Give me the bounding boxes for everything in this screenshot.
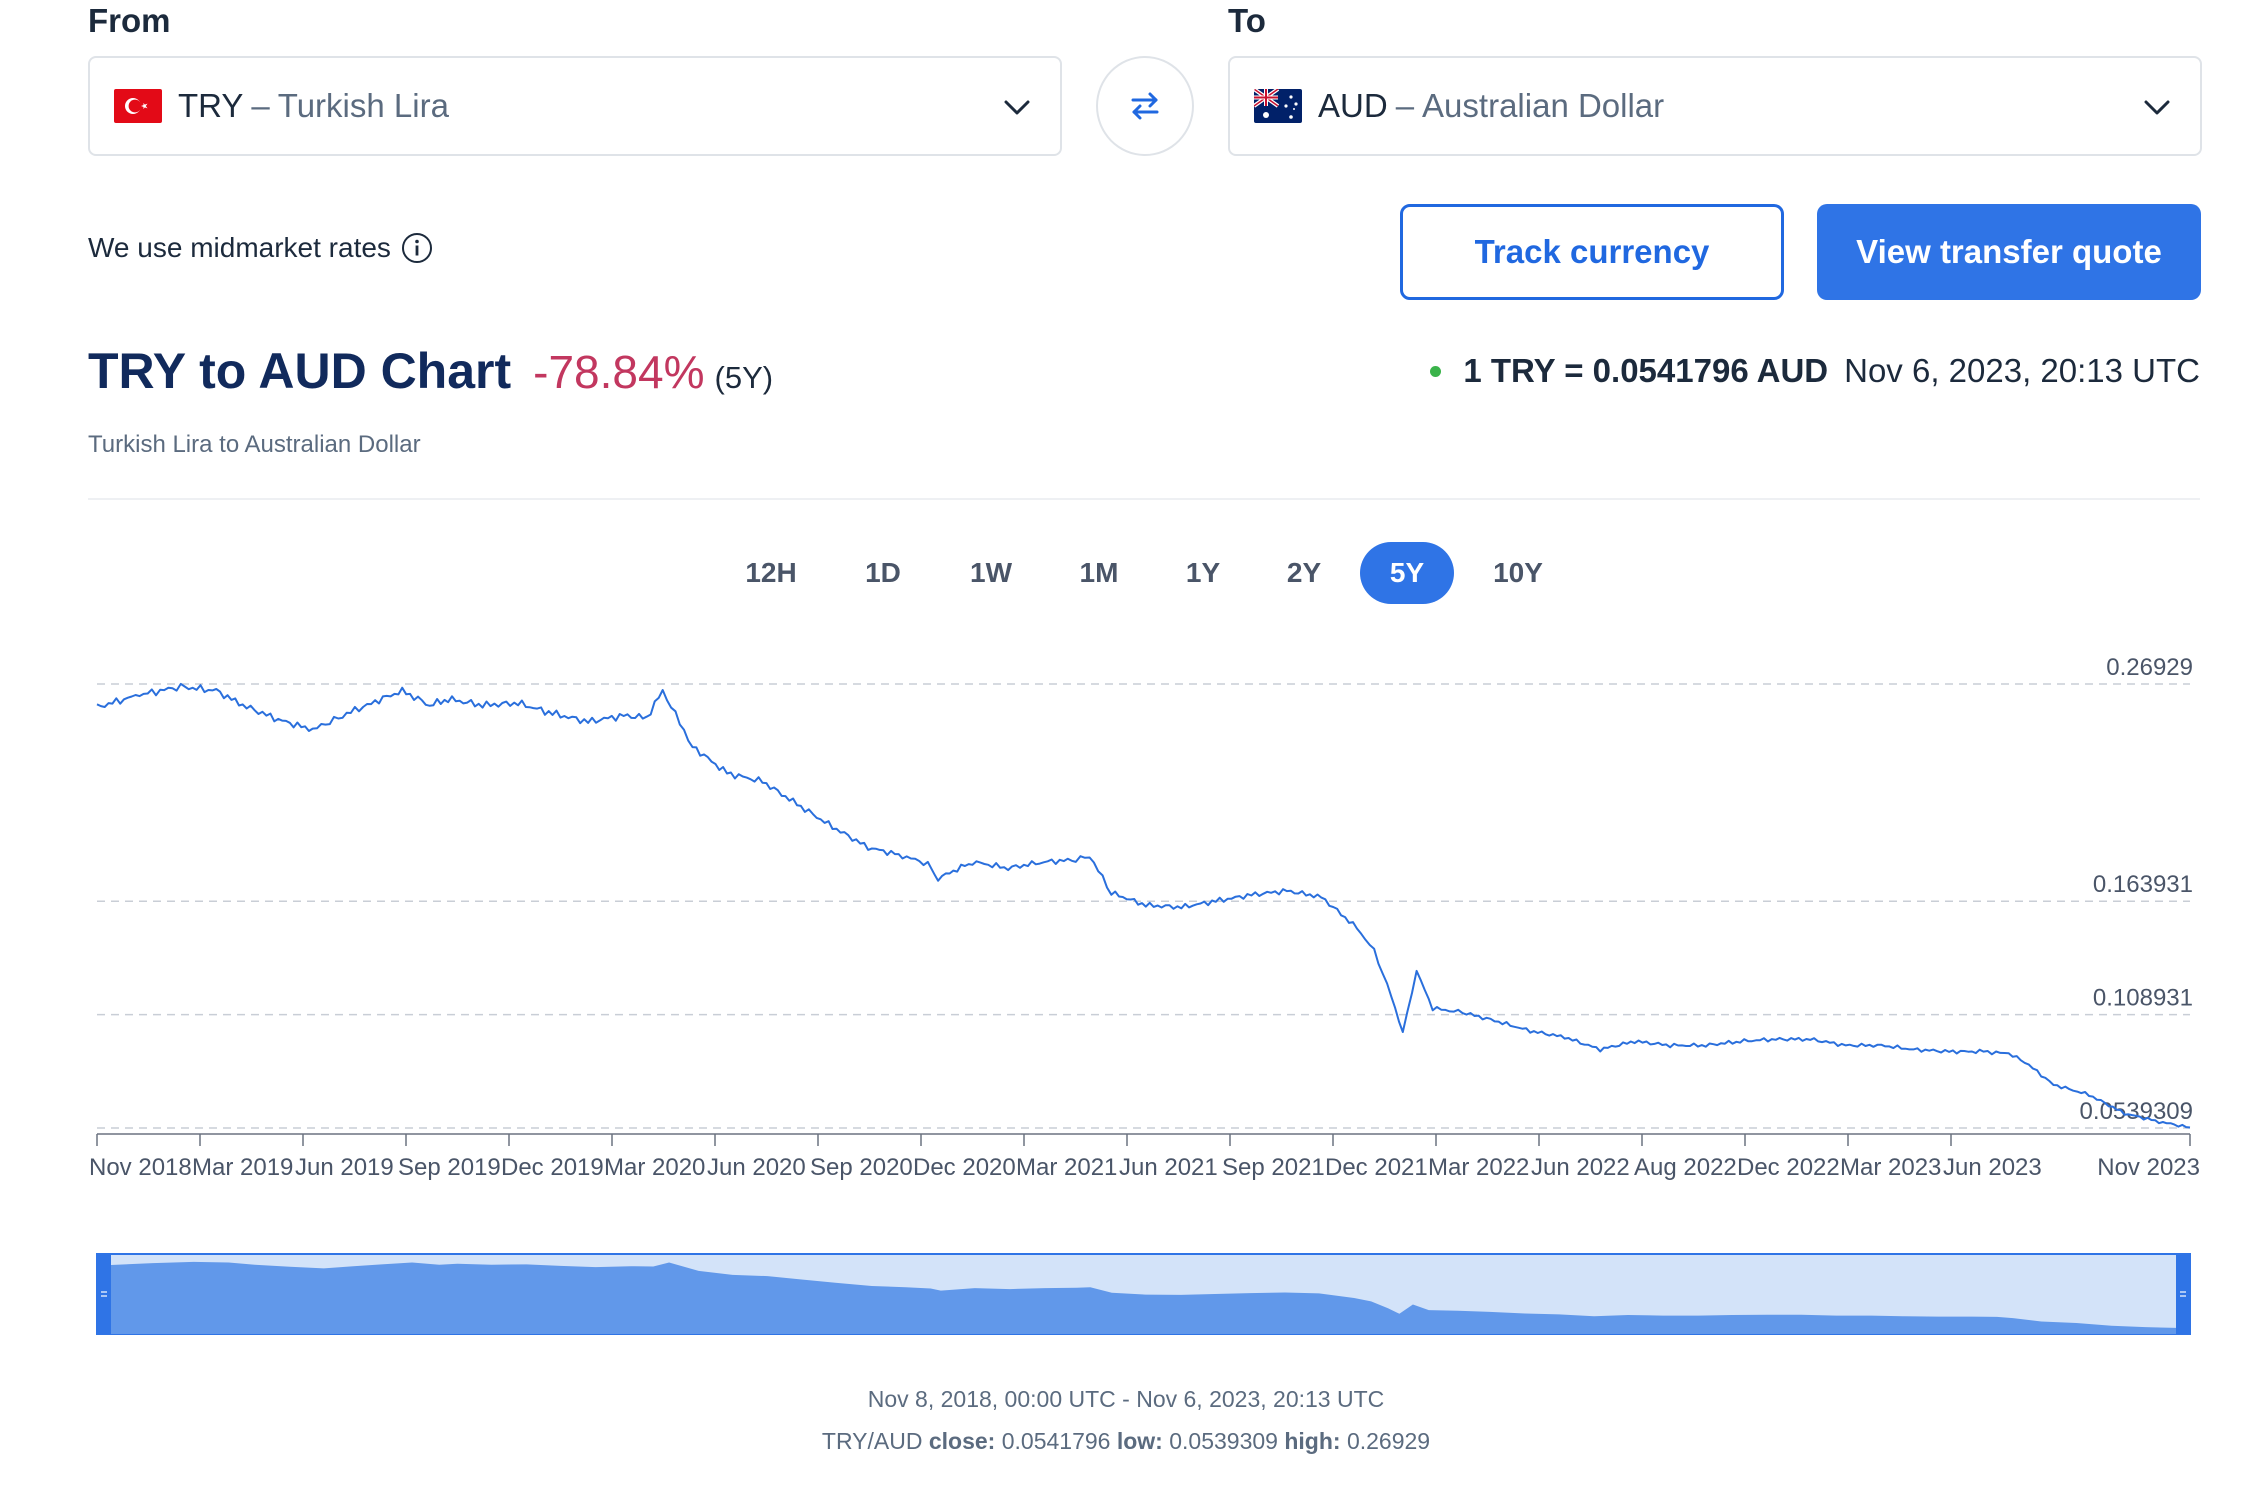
close-value: 0.0541796	[1001, 1428, 1111, 1454]
x-tick-label: Nov 2023	[2097, 1154, 2200, 1181]
x-tick-label: Mar 2023	[1840, 1154, 1941, 1181]
turkey-flag-icon	[114, 89, 162, 123]
x-tick-label: Dec 2021	[1325, 1154, 1428, 1181]
view-transfer-quote-button[interactable]: View transfer quote	[1817, 204, 2201, 300]
change-period: (5Y)	[714, 360, 774, 395]
high-value: 0.26929	[1346, 1428, 1431, 1454]
tab-10y[interactable]: 10Y	[1493, 557, 1543, 588]
tab-1d[interactable]: 1D	[865, 557, 901, 588]
tab-5y[interactable]: 5Y	[1360, 542, 1454, 604]
chart-header: TRY to AUD Chart -78.84% (5Y)	[88, 342, 773, 400]
x-tick-label: Dec 2022	[1737, 1154, 1840, 1181]
to-currency-separator: –	[1395, 87, 1415, 124]
exchange-rate-chart: 0.26929 0.163931 0.108931 0.0539309 Nov 201…	[89, 654, 2200, 1335]
from-currency-select[interactable]: TRY – Turkish Lira	[88, 56, 1062, 156]
from-currency-separator: –	[251, 87, 270, 124]
time-range-tabs: 12H 1D 1W 1M 1Y 2Y 5Y 10Y	[0, 542, 2252, 604]
info-icon[interactable]	[401, 232, 433, 264]
y-tick-label: 0.163931	[2093, 871, 2193, 898]
navigator-handle-right[interactable]	[2176, 1254, 2190, 1334]
x-tick-label: Jun 2022	[1531, 1154, 1630, 1181]
page-subtitle: Turkish Lira to Australian Dollar	[88, 431, 421, 458]
tab-1w[interactable]: 1W	[970, 557, 1012, 588]
midmarket-text: We use midmarket rates	[88, 232, 391, 263]
close-label: close:	[928, 1428, 996, 1454]
rate-value: 1 TRY = 0.0541796 AUD	[1463, 352, 1829, 389]
x-tick-label: Nov 2018	[89, 1154, 192, 1181]
live-indicator-icon	[1430, 365, 1442, 377]
y-tick-label: 0.26929	[2106, 654, 2193, 681]
ohlc-summary: TRY/AUD close: 0.0541796 low: 0.0539309 …	[0, 1428, 2252, 1455]
to-currency-code: AUD	[1318, 87, 1388, 124]
x-tick-label: Jun 2019	[295, 1154, 394, 1181]
tab-1m[interactable]: 1M	[1079, 557, 1119, 588]
x-tick-label: Mar 2021	[1016, 1154, 1117, 1181]
current-rate: 1 TRY = 0.0541796 AUD Nov 6, 2023, 20:13…	[1430, 352, 2200, 390]
to-label: To	[1228, 2, 1266, 39]
x-axis: Nov 2018 Mar 2019 Jun 2019 Sep 2019 Dec 2019…	[89, 1133, 2200, 1181]
x-tick-label: Jun 2020	[707, 1154, 806, 1181]
from-currency-code: TRY	[178, 87, 244, 124]
x-tick-label: Sep 2020	[810, 1154, 913, 1181]
track-currency-button[interactable]: Track currency	[1400, 204, 1784, 300]
navigator-area	[111, 1261, 2176, 1334]
x-tick-label: Mar 2022	[1428, 1154, 1529, 1181]
low-label: low:	[1116, 1428, 1163, 1454]
from-label: From	[88, 2, 171, 39]
tab-12h[interactable]: 12H	[745, 557, 797, 588]
navigator-handle-left[interactable]	[97, 1254, 111, 1334]
selected-range: Nov 8, 2018, 00:00 UTC - Nov 6, 2023, 20…	[867, 1386, 1385, 1412]
to-currency-select[interactable]: AUD – Australian Dollar	[1228, 56, 2202, 156]
x-tick-label: Jun 2021	[1119, 1154, 1218, 1181]
x-tick-label: Dec 2019	[501, 1154, 604, 1181]
percent-change: -78.84%	[533, 346, 705, 398]
y-tick-label: 0.108931	[2093, 985, 2193, 1012]
chevron-down-icon	[2144, 100, 2170, 115]
to-currency-name: Australian Dollar	[1422, 87, 1665, 124]
chart-series	[96, 682, 2191, 1129]
range-navigator	[96, 1253, 2191, 1335]
rate-timestamp: Nov 6, 2023, 20:13 UTC	[1844, 352, 2200, 389]
australia-flag-icon	[1254, 89, 1302, 123]
y-tick-label: 0.0539309	[2080, 1098, 2193, 1125]
swap-arrows-icon	[1131, 92, 1159, 120]
from-currency-name: Turkish Lira	[277, 87, 449, 124]
divider	[88, 498, 2200, 500]
page-title: TRY to AUD Chart	[88, 343, 512, 399]
midmarket-note: We use midmarket rates	[88, 232, 433, 264]
x-tick-label: Aug 2022	[1634, 1154, 1737, 1181]
high-label: high:	[1284, 1428, 1341, 1454]
x-tick-label: Sep 2019	[398, 1154, 501, 1181]
low-value: 0.0539309	[1169, 1428, 1278, 1454]
series-line	[96, 682, 2191, 1129]
x-tick-label: Jun 2023	[1943, 1154, 2042, 1181]
x-tick-label: Mar 2019	[192, 1154, 293, 1181]
chevron-down-icon	[1004, 100, 1030, 115]
chart-grid	[97, 683, 2190, 1129]
x-tick-label: Sep 2021	[1222, 1154, 1325, 1181]
y-axis-labels: 0.26929 0.163931 0.108931 0.0539309	[2080, 654, 2193, 1125]
x-tick-label: Mar 2020	[604, 1154, 705, 1181]
tab-2y[interactable]: 2Y	[1286, 557, 1322, 588]
swap-currencies-button[interactable]	[1096, 56, 1194, 156]
x-tick-label: Dec 2020	[913, 1154, 1016, 1181]
tab-1y[interactable]: 1Y	[1185, 557, 1221, 588]
pair-label: TRY/AUD	[821, 1428, 923, 1454]
